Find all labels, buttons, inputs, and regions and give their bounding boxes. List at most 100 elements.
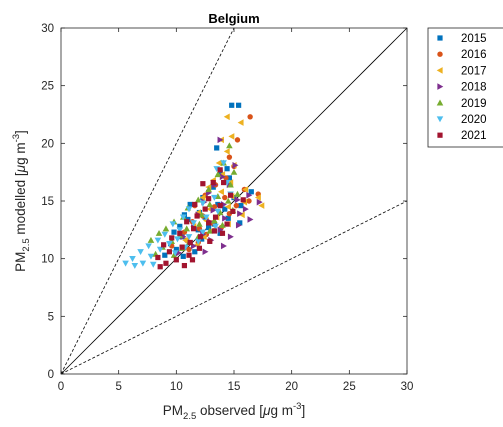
data-point <box>226 175 232 181</box>
data-point <box>211 217 218 224</box>
data-point <box>246 191 253 199</box>
legend-label: 2020 <box>461 114 487 126</box>
data-point <box>149 261 157 268</box>
data-point <box>230 168 238 175</box>
data-point <box>234 137 241 143</box>
reference-line-1 <box>60 27 408 375</box>
legend-label: 2016 <box>461 49 487 61</box>
data-point <box>137 249 144 256</box>
data-point <box>196 220 203 227</box>
legend-item-2020: 2020 <box>436 114 487 126</box>
data-point <box>192 201 198 208</box>
data-point <box>227 233 234 241</box>
x-tick-label: 15 <box>228 381 241 393</box>
data-point <box>247 114 253 120</box>
data-point <box>258 202 265 209</box>
data-point <box>177 230 183 236</box>
data-point <box>211 228 217 234</box>
data-point <box>194 238 202 245</box>
y-tick-label: 5 <box>48 311 54 323</box>
reference-line-2 <box>60 27 235 375</box>
x-axis-ticks: 0 5 10 15 20 25 30 <box>58 28 413 393</box>
data-point <box>131 262 139 269</box>
data-point <box>174 236 181 243</box>
data-point <box>145 243 152 250</box>
y-tick-label: 10 <box>41 254 54 266</box>
data-point <box>221 179 227 186</box>
data-point <box>155 254 161 261</box>
legend-item-2017: 2017 <box>436 65 487 77</box>
data-point <box>206 220 212 226</box>
data-point <box>227 192 234 198</box>
data-point <box>214 208 222 215</box>
data-point <box>191 226 197 232</box>
data-point <box>226 154 233 160</box>
reference-lines <box>60 27 408 375</box>
data-point <box>186 246 192 253</box>
data-point <box>206 227 214 234</box>
data-point <box>217 203 223 209</box>
data-point <box>171 229 177 235</box>
legend: 2015 2016 2017 2018 2019 2020 2021 <box>427 27 503 148</box>
data-point <box>222 206 228 212</box>
legend-marker <box>437 51 443 57</box>
data-point <box>217 226 224 234</box>
data-point <box>219 173 226 181</box>
data-point <box>185 206 193 213</box>
data-point <box>162 225 170 232</box>
data-point <box>222 194 228 201</box>
data-point <box>147 253 155 260</box>
data-point <box>166 241 173 247</box>
legend-marker <box>437 35 443 41</box>
data-point <box>212 214 219 220</box>
data-point <box>224 203 231 211</box>
data-point <box>173 257 179 263</box>
legend-item-2019: 2019 <box>436 98 487 110</box>
data-point <box>169 235 175 241</box>
y-tick-label: 30 <box>41 23 54 35</box>
y-tick-label: 25 <box>41 81 54 93</box>
data-point <box>187 201 193 208</box>
data-point <box>228 133 235 140</box>
data-point <box>181 262 188 269</box>
series-2018 <box>176 136 263 257</box>
data-point <box>163 260 169 266</box>
data-point <box>199 229 207 236</box>
data-point <box>217 167 223 173</box>
data-point <box>211 204 218 210</box>
data-point <box>224 221 230 227</box>
data-point <box>222 215 229 222</box>
data-point <box>182 236 189 244</box>
chart-title: Belgium <box>208 11 259 26</box>
data-point <box>198 211 206 218</box>
data-point <box>226 142 233 149</box>
data-point <box>147 236 155 243</box>
data-point <box>186 252 192 258</box>
reference-line-3 <box>60 200 408 375</box>
data-point <box>183 225 191 232</box>
data-point <box>202 248 209 256</box>
data-point <box>157 264 163 270</box>
data-point <box>202 206 208 212</box>
data-point <box>219 230 226 236</box>
data-point <box>200 181 206 187</box>
data-point <box>218 188 224 196</box>
data-point <box>232 161 239 169</box>
data-point <box>192 249 198 255</box>
data-point <box>203 214 210 221</box>
data-point <box>185 234 193 241</box>
data-point <box>215 159 222 167</box>
data-point <box>205 186 212 193</box>
data-point <box>233 202 240 209</box>
data-point <box>219 221 226 228</box>
data-point <box>246 198 252 204</box>
x-axis-label: PM2.5 observed [μg m-3] <box>163 401 305 422</box>
data-point <box>230 208 236 214</box>
legend-label: 2015 <box>461 33 487 45</box>
data-point <box>224 166 230 172</box>
data-point <box>156 246 164 253</box>
data-point <box>217 136 224 144</box>
y-axis-label: PM2.5 modelled [μg m-3] <box>11 130 32 272</box>
data-point <box>234 196 241 204</box>
